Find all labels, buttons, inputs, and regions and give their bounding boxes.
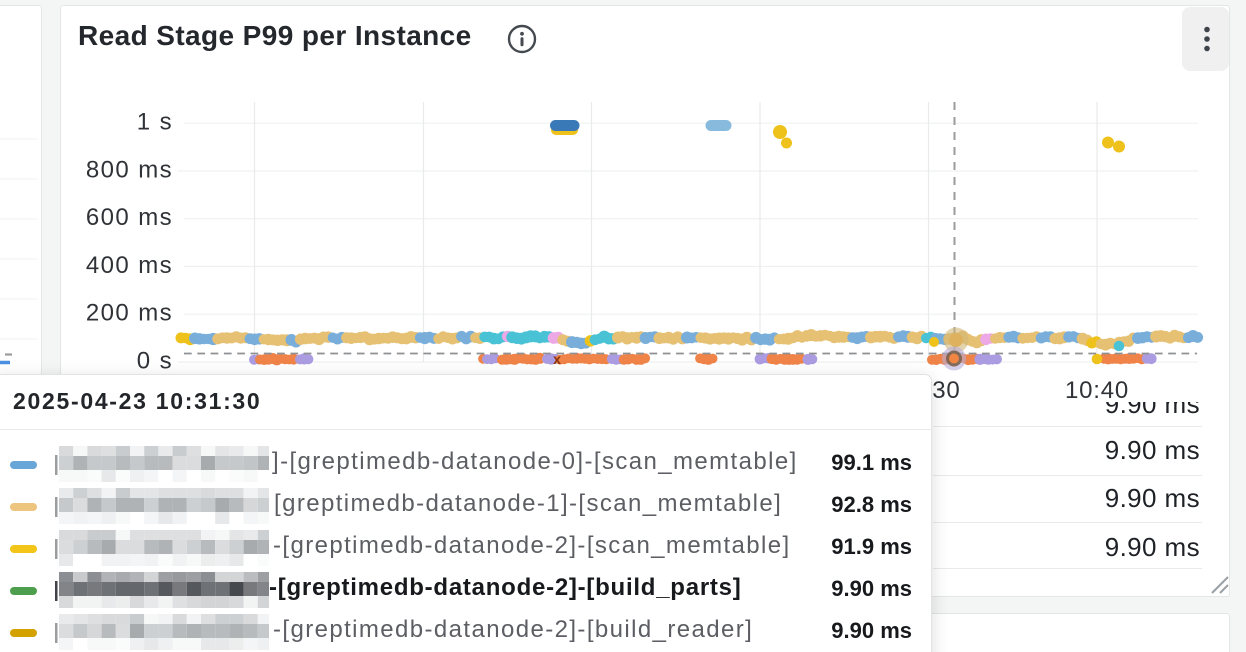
svg-text:1 s: 1 s <box>137 109 173 136</box>
svg-text:400 ms: 400 ms <box>86 252 173 279</box>
svg-text:10:40: 10:40 <box>1065 377 1129 404</box>
svg-text:800 ms: 800 ms <box>86 157 173 184</box>
svg-text:600 ms: 600 ms <box>86 204 173 231</box>
svg-text:0 s: 0 s <box>137 348 173 375</box>
svg-text:x: x <box>553 351 561 367</box>
svg-text:200 ms: 200 ms <box>86 300 173 327</box>
